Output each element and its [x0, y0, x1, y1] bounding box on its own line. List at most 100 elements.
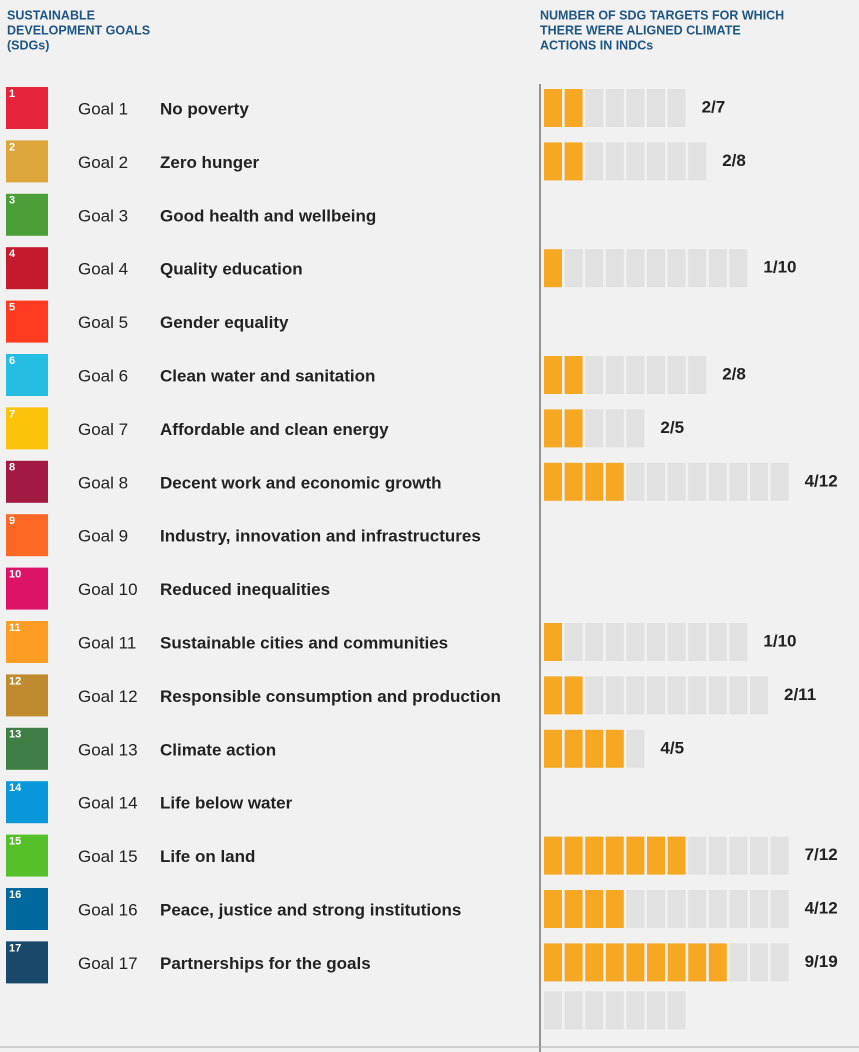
target	[667, 676, 686, 715]
icon-number: 13	[9, 729, 21, 741]
goal-name: Life on land	[160, 847, 255, 866]
aligned-target	[626, 836, 645, 875]
icon-number: 12	[9, 675, 21, 687]
aligned-target	[564, 676, 583, 715]
icon-number: 3	[9, 195, 15, 207]
target	[605, 142, 624, 181]
target	[585, 409, 604, 448]
target	[585, 89, 604, 127]
target	[770, 943, 789, 982]
aligned-target	[667, 836, 686, 875]
target	[605, 409, 624, 448]
aligned-target	[605, 943, 624, 982]
target	[626, 409, 645, 448]
sdg-icon	[6, 727, 48, 770]
target	[750, 890, 768, 928]
sdg-icon	[6, 407, 48, 450]
sdg-icon	[6, 834, 48, 877]
target	[647, 623, 665, 661]
target	[626, 89, 645, 127]
ratio-label: 2/8	[722, 364, 746, 383]
aligned-target	[605, 462, 624, 501]
target	[770, 836, 789, 875]
sdg-icon	[6, 140, 48, 183]
sdg-icon	[6, 888, 48, 930]
aligned-target	[585, 943, 604, 982]
aligned-target	[544, 676, 562, 715]
goal-name: Partnerships for the goals	[160, 954, 371, 973]
target	[585, 676, 604, 715]
target	[564, 249, 583, 288]
target	[729, 890, 748, 928]
aligned-target	[585, 890, 604, 928]
goal-name: Sustainable cities and communities	[160, 633, 448, 652]
ratio-label: 2/8	[722, 151, 746, 170]
aligned-target	[544, 890, 562, 928]
aligned-target	[647, 943, 665, 982]
aligned-target	[544, 89, 562, 127]
target	[564, 623, 583, 661]
header-right: NUMBER OF SDG TARGETS FOR WHICH	[540, 8, 784, 22]
target	[729, 623, 748, 661]
goal-number: Goal 9	[78, 527, 128, 546]
goal-name: Clean water and sanitation	[160, 366, 375, 385]
aligned-target	[585, 836, 604, 875]
goal-number: Goal 1	[78, 99, 128, 118]
ratio-label: 4/12	[805, 898, 838, 917]
aligned-target	[605, 836, 624, 875]
header-right: ACTIONS IN INDCs	[540, 38, 653, 52]
target	[667, 991, 686, 1030]
sdg-icon	[6, 87, 48, 129]
target	[647, 991, 665, 1030]
target	[626, 676, 645, 715]
aligned-target	[564, 142, 583, 181]
sdg-icon	[6, 247, 48, 290]
icon-number: 15	[9, 836, 21, 848]
target	[729, 676, 748, 715]
target	[750, 462, 768, 501]
aligned-target	[564, 89, 583, 127]
target	[688, 623, 707, 661]
target	[667, 142, 686, 181]
aligned-target	[544, 836, 562, 875]
goal-name: Affordable and clean energy	[160, 420, 389, 439]
target	[585, 991, 604, 1030]
icon-number: 2	[9, 141, 15, 153]
target	[626, 142, 645, 181]
goal-name: No poverty	[160, 99, 249, 118]
sdg-icon	[6, 781, 48, 824]
goal-name: Gender equality	[160, 313, 289, 332]
ratio-label: 4/12	[805, 471, 838, 490]
sdg-icon	[6, 193, 48, 236]
target	[544, 991, 562, 1030]
goal-number: Goal 8	[78, 473, 128, 492]
ratio-label: 2/7	[702, 97, 726, 116]
target	[750, 836, 768, 875]
aligned-target	[564, 729, 583, 768]
aligned-target	[688, 943, 707, 982]
aligned-target	[544, 729, 562, 768]
goal-name: Climate action	[160, 740, 276, 759]
target	[605, 991, 624, 1030]
aligned-target	[564, 943, 583, 982]
target	[564, 991, 583, 1030]
target	[708, 249, 727, 288]
target	[626, 462, 645, 501]
icon-number: 1	[9, 88, 15, 100]
sdg-icon	[6, 460, 48, 503]
goal-name: Decent work and economic growth	[160, 473, 442, 492]
sdg-icon	[6, 674, 48, 717]
icon-number: 9	[9, 515, 15, 527]
aligned-target	[564, 836, 583, 875]
goal-name: Good health and wellbeing	[160, 206, 376, 225]
target	[688, 836, 707, 875]
goal-name: Life below water	[160, 794, 293, 813]
sdg-icon	[6, 621, 48, 663]
target	[667, 356, 686, 394]
aligned-target	[667, 943, 686, 982]
target	[750, 943, 768, 982]
sdg-icon	[6, 300, 48, 343]
goal-number: Goal 17	[78, 954, 138, 973]
target	[605, 356, 624, 394]
goal-name: Peace, justice and strong institutions	[160, 900, 461, 919]
